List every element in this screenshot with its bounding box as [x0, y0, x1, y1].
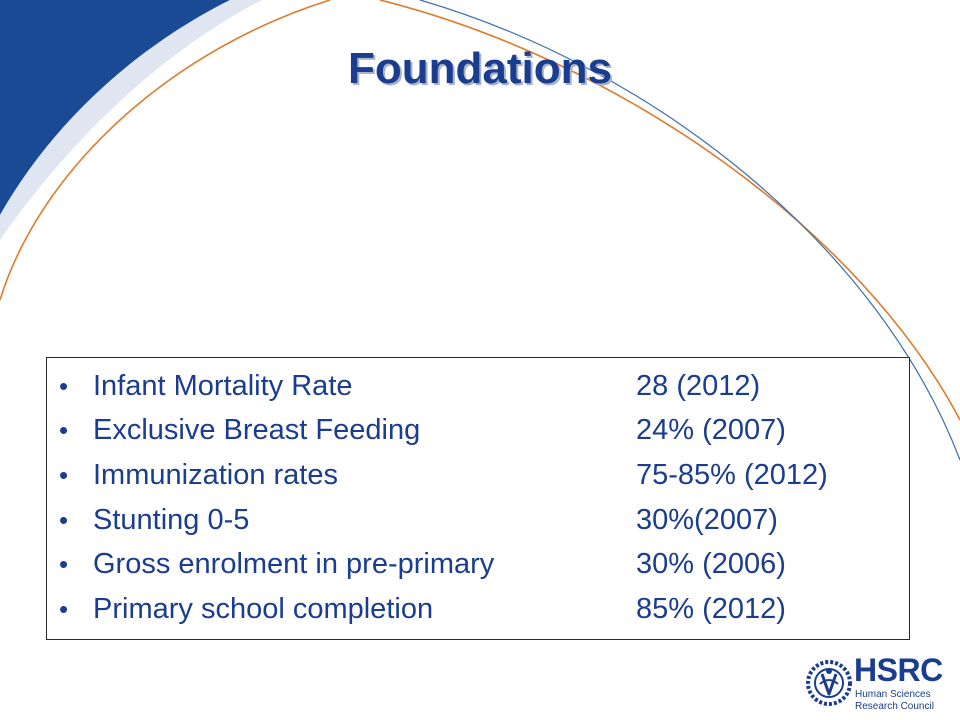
indicator-value: 30%(2007) [636, 504, 778, 536]
indicator-label: Primary school completion [93, 593, 434, 625]
slide-title: Foundations [348, 44, 612, 93]
indicator-label: Stunting 0-5 [93, 504, 250, 536]
bullet-icon: • [59, 415, 69, 445]
bullet-icon: • [59, 549, 69, 579]
indicator-row: • Stunting 0-5 30%(2007) [47, 498, 911, 542]
indicator-row: • Gross enrolment in pre-primary 30% (20… [47, 542, 911, 586]
bullet-icon: • [59, 460, 69, 490]
hsrc-emblem-icon [806, 660, 852, 706]
indicators-box: • Infant Mortality Rate 28 (2012) • Excl… [46, 357, 910, 640]
bullet-icon: • [59, 594, 69, 624]
corner-blue-band [0, 0, 230, 215]
indicator-label: Gross enrolment in pre-primary [93, 548, 495, 580]
indicator-label: Immunization rates [93, 459, 338, 491]
indicator-label: Infant Mortality Rate [93, 370, 353, 402]
blue-curve-long [419, 0, 960, 461]
hsrc-logo: HSRC Human Sciences Research Council [806, 652, 956, 716]
indicator-value: 30% (2006) [636, 548, 786, 580]
logo-wordmark: HSRC [854, 652, 943, 688]
indicator-value: 85% (2012) [636, 593, 786, 625]
indicator-row: • Primary school completion 85% (2012) [47, 587, 911, 631]
orange-curve-long [379, 0, 960, 421]
indicator-row: • Exclusive Breast Feeding 24% (2007) [47, 408, 911, 452]
orange-curve [0, 0, 331, 301]
indicator-value: 75-85% (2012) [636, 459, 828, 491]
indicator-row: • Immunization rates 75-85% (2012) [47, 453, 911, 497]
indicator-value: 24% (2007) [636, 414, 786, 446]
bullet-icon: • [59, 371, 69, 401]
bullet-icon: • [59, 505, 69, 535]
indicator-label: Exclusive Breast Feeding [93, 414, 421, 446]
logo-subtitle-line-2: Research Council [855, 701, 934, 712]
logo-subtitle-line-1: Human Sciences [855, 689, 931, 700]
indicator-row: • Infant Mortality Rate 28 (2012) [47, 364, 911, 408]
indicator-value: 28 (2012) [636, 370, 761, 402]
